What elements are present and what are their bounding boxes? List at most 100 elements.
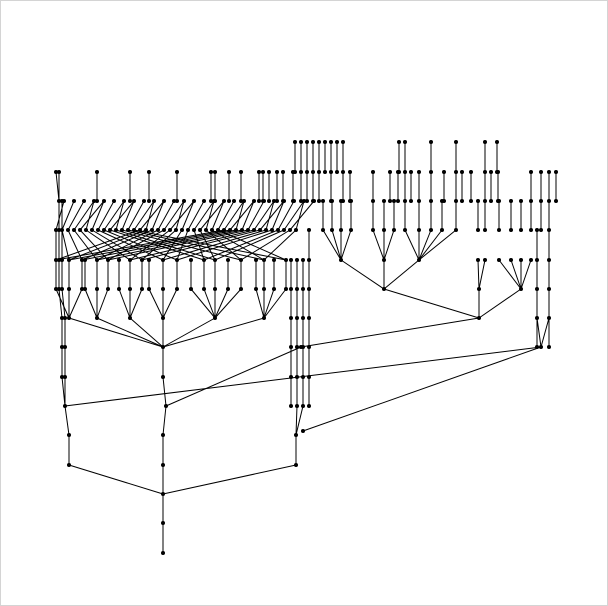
graph-node-163: [261, 170, 265, 174]
graph-node-165: [267, 170, 271, 174]
graph-edge-214: [340, 229, 352, 261]
graph-edge-103: [211, 229, 265, 261]
graph-node-251: [483, 199, 487, 203]
graph-edge-139: [181, 200, 195, 231]
graph-node-236: [321, 199, 325, 203]
graph-edge-98: [162, 229, 183, 261]
graph-node-157: [227, 170, 231, 174]
graph-node-314: [397, 140, 401, 144]
graph-node-42: [117, 287, 121, 291]
graph-edge-37: [68, 288, 83, 319]
graph-node-48: [189, 287, 193, 291]
graph-node-170: [291, 199, 295, 203]
graph-node-224: [476, 258, 480, 262]
graph-node-40: [95, 287, 99, 291]
graph-edge-154: [271, 200, 285, 231]
graph-edge-218: [477, 259, 480, 290]
graph-node-241: [382, 199, 386, 203]
graph-node-172: [299, 199, 303, 203]
graph-edge-133: [145, 200, 155, 231]
graph-node-240: [371, 199, 375, 203]
graph-node-213: [477, 287, 481, 291]
graph-node-69: [189, 258, 193, 262]
graph-node-291: [554, 199, 558, 203]
graph-node-9: [63, 375, 67, 379]
graph-node-234: [440, 228, 444, 232]
graph-edge-228: [418, 229, 457, 261]
graph-node-209: [307, 258, 311, 262]
graph-node-3: [67, 463, 71, 467]
graph-node-127: [152, 199, 156, 203]
graph-node-263: [547, 199, 551, 203]
graph-edge-123: [85, 200, 95, 231]
graph-node-60: [83, 258, 87, 262]
graph-node-256: [519, 228, 523, 232]
graph-edge-209: [340, 259, 385, 290]
graph-edge-146: [223, 200, 245, 231]
graph-node-218: [330, 228, 334, 232]
graph-node-252: [497, 228, 501, 232]
graph-node-50: [213, 287, 217, 291]
graph-edge-129: [121, 200, 135, 231]
graph-edge-137: [169, 200, 195, 231]
graph-edge-134: [151, 200, 165, 231]
graph-node-197: [295, 287, 299, 291]
graph-node-19: [60, 258, 64, 262]
graph-node-117: [294, 228, 298, 232]
graph-node-10: [60, 345, 64, 349]
graph-edge-144: [211, 200, 225, 231]
graph-node-121: [92, 199, 96, 203]
graph-edge-115: [214, 229, 285, 261]
graph-node-237: [330, 199, 334, 203]
graph-node-269: [396, 199, 400, 203]
graph-edge-122: [79, 200, 105, 231]
graph-node-27: [161, 375, 165, 379]
graph-edge-118: [55, 200, 65, 231]
graph-node-189: [289, 375, 293, 379]
graph-node-149: [147, 170, 151, 174]
graph-node-74: [254, 258, 258, 262]
graph-node-295: [535, 287, 539, 291]
graph-node-43: [128, 287, 132, 291]
graph-edge-211: [322, 229, 342, 261]
graph-node-86: [108, 228, 112, 232]
graph-edge-116: [240, 229, 291, 261]
graph-node-280: [460, 170, 464, 174]
graph-edge-149: [241, 200, 255, 231]
graph-node-130: [182, 199, 186, 203]
graph-node-285: [489, 170, 493, 174]
graph-node-245: [429, 199, 433, 203]
graph-node-312: [335, 170, 339, 174]
graph-node-238: [339, 199, 343, 203]
graph-node-154: [213, 199, 217, 203]
graph-node-203: [301, 258, 305, 262]
graph-edge-217: [383, 229, 395, 261]
graph-edge-50: [214, 288, 229, 319]
graph-node-248: [476, 228, 480, 232]
graph-edge-52: [255, 288, 265, 319]
graph-node-281: [469, 199, 473, 203]
graph-node-212: [382, 287, 386, 291]
graph-node-183: [341, 170, 345, 174]
graph-edge-229: [383, 259, 420, 290]
graph-node-31: [128, 316, 132, 320]
graph-node-73: [239, 258, 243, 262]
graph-node-151: [175, 170, 179, 174]
graph-node-230: [417, 258, 421, 262]
graph-edge-51: [214, 288, 242, 319]
graph-edge-2: [68, 464, 164, 495]
graph-node-89: [126, 228, 130, 232]
graph-node-297: [535, 228, 539, 232]
graph-node-282: [469, 170, 473, 174]
graph-node-68: [175, 258, 179, 262]
graph-edge-136: [163, 200, 185, 231]
graph-node-275: [429, 170, 433, 174]
graph-edge-109: [107, 229, 249, 261]
graph-node-96: [168, 228, 172, 232]
graph-node-216: [382, 258, 386, 262]
graph-node-156: [227, 199, 231, 203]
graph-edge-26: [162, 376, 167, 407]
node-layer: [54, 140, 558, 555]
graph-edge-95: [107, 229, 165, 261]
